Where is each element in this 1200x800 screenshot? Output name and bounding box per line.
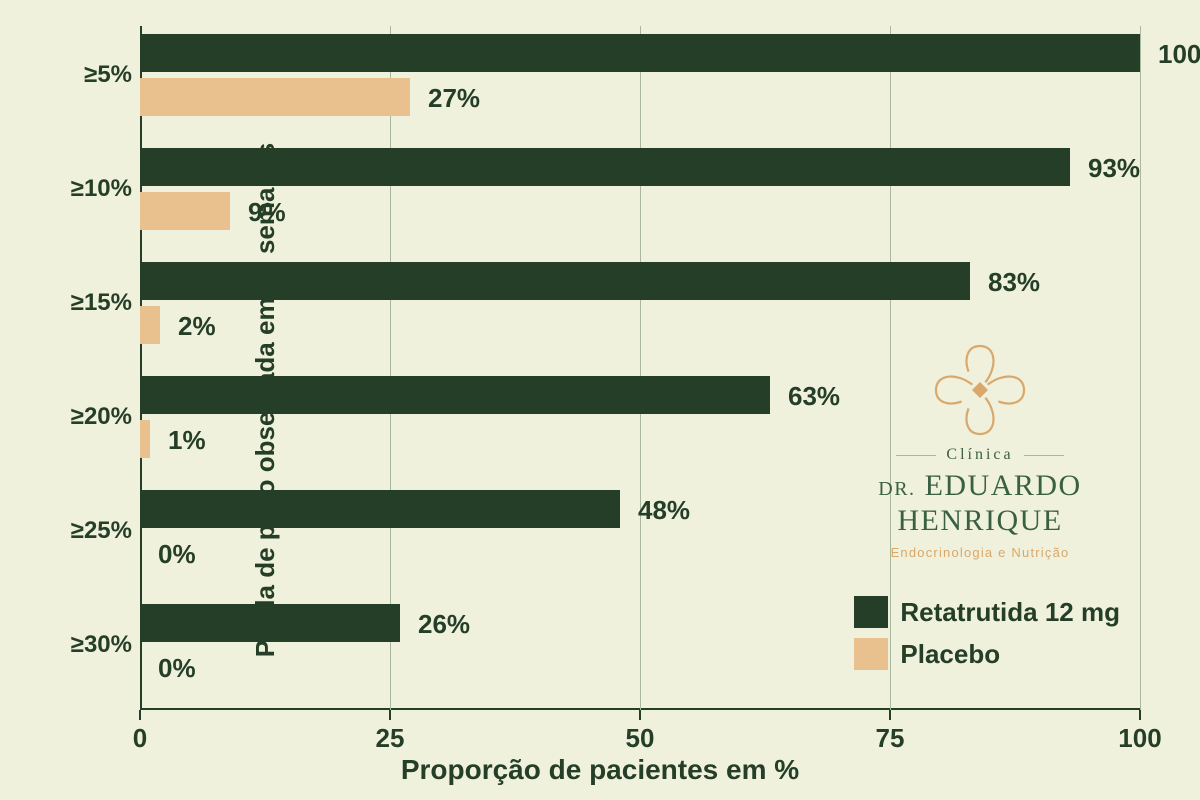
logo-flower-icon [920, 340, 1040, 440]
bar-value-label: 27% [428, 83, 480, 114]
bar-value-label: 0% [158, 539, 196, 570]
logo-clinica-row: Clínica [840, 446, 1120, 464]
x-tick-label: 50 [626, 723, 655, 754]
x-tick [389, 710, 391, 720]
bar-placebo [140, 78, 410, 116]
chart-container: Perda de peso observada em 48 semanas Pr… [0, 0, 1200, 800]
bar-retatrutida [140, 490, 620, 528]
bar-retatrutida [140, 262, 970, 300]
y-category-label: ≥25% [62, 517, 132, 545]
bar-value-label: 2% [178, 311, 216, 342]
logo-tagline: Endocrinologia e Nutrição [840, 545, 1120, 560]
logo-clinica-text: Clínica [946, 446, 1013, 464]
bar-value-label: 100% [1158, 39, 1200, 70]
logo-dash-left [896, 455, 936, 456]
clinic-logo: Clínica DR. EDUARDO HENRIQUE Endocrinolo… [840, 340, 1120, 560]
y-category-label: ≥20% [62, 403, 132, 431]
legend-label: Retatrutida 12 mg [900, 597, 1120, 628]
y-category-label: ≥15% [62, 289, 132, 317]
bar-retatrutida [140, 604, 400, 642]
bar-value-label: 83% [988, 267, 1040, 298]
x-tick [139, 710, 141, 720]
x-tick [889, 710, 891, 720]
bar-value-label: 1% [168, 425, 206, 456]
bar-value-label: 9% [248, 197, 286, 228]
legend-label: Placebo [900, 639, 1000, 670]
bar-value-label: 0% [158, 653, 196, 684]
bar-value-label: 26% [418, 609, 470, 640]
bar-value-label: 63% [788, 381, 840, 412]
y-category-label: ≥10% [62, 175, 132, 203]
legend-item: Retatrutida 12 mg [854, 596, 1120, 628]
bar-placebo [140, 192, 230, 230]
chart-legend: Retatrutida 12 mg Placebo [854, 596, 1120, 680]
x-tick [639, 710, 641, 720]
bar-retatrutida [140, 34, 1140, 72]
logo-name-line2: HENRIQUE [897, 504, 1062, 537]
logo-dash-right [1024, 455, 1064, 456]
bar-value-label: 48% [638, 495, 690, 526]
gridline [640, 26, 641, 710]
gridline [1140, 26, 1141, 710]
logo-dr-prefix: DR. [878, 478, 915, 500]
legend-swatch [854, 596, 888, 628]
x-tick-label: 75 [876, 723, 905, 754]
logo-name-line1: EDUARDO [925, 469, 1082, 502]
bar-retatrutida [140, 376, 770, 414]
bar-placebo [140, 420, 150, 458]
logo-doctor-name: DR. EDUARDO HENRIQUE [840, 468, 1120, 539]
y-category-label: ≥5% [62, 61, 132, 89]
legend-item: Placebo [854, 638, 1120, 670]
y-category-label: ≥30% [62, 631, 132, 659]
x-axis-title: Proporção de pacientes em % [0, 754, 1200, 786]
bar-value-label: 93% [1088, 153, 1140, 184]
x-tick-label: 100 [1118, 723, 1161, 754]
bar-placebo [140, 306, 160, 344]
bar-retatrutida [140, 148, 1070, 186]
x-tick-label: 0 [133, 723, 147, 754]
legend-swatch [854, 638, 888, 670]
x-tick [1139, 710, 1141, 720]
x-tick-label: 25 [376, 723, 405, 754]
